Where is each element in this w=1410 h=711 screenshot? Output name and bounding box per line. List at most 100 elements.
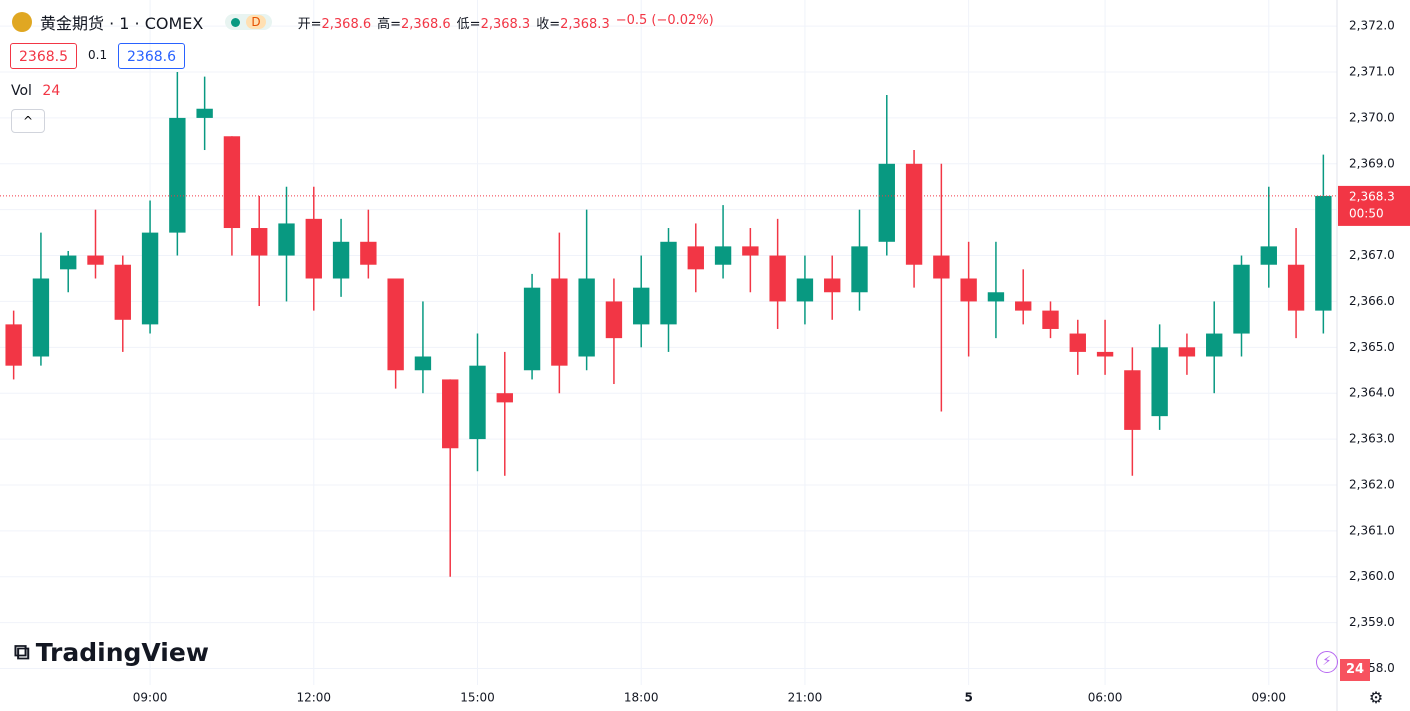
x-tick-label: 21:00 bbox=[788, 691, 823, 705]
candle-body bbox=[32, 278, 50, 357]
candle-body bbox=[878, 163, 895, 242]
last-price-label: 2,368.3 bbox=[1349, 189, 1395, 203]
candle-body bbox=[87, 255, 104, 265]
last-price-tag bbox=[1338, 185, 1410, 226]
candle-body bbox=[442, 379, 459, 449]
y-tick-label: 2,361.0 bbox=[1349, 523, 1395, 537]
candle-body bbox=[551, 278, 568, 366]
candle-body bbox=[960, 278, 977, 302]
y-tick-label: 2,363.0 bbox=[1349, 432, 1395, 446]
candle-body bbox=[933, 255, 950, 279]
candle-body bbox=[1287, 264, 1305, 311]
bid-price[interactable]: 2368.5 bbox=[10, 43, 77, 69]
legend-label: 收= bbox=[536, 16, 561, 32]
x-tick-label: 15:00 bbox=[460, 691, 495, 705]
candle-body bbox=[5, 324, 22, 366]
candle-body bbox=[769, 255, 786, 302]
candle-body bbox=[824, 278, 841, 293]
y-tick-label: 2,369.0 bbox=[1349, 156, 1395, 170]
symbol-logo bbox=[12, 12, 32, 32]
status-dot bbox=[231, 17, 241, 27]
interval: D bbox=[246, 15, 266, 29]
legend-item: 高=2,368.6 bbox=[377, 13, 451, 32]
legend-label: 高= bbox=[377, 16, 402, 32]
candle-body bbox=[1015, 301, 1032, 311]
candle-body bbox=[60, 255, 77, 270]
candle-body bbox=[1151, 347, 1168, 417]
candle-body bbox=[251, 228, 268, 256]
y-tick-label: 2,362.0 bbox=[1349, 477, 1395, 491]
y-tick-label: 2,371.0 bbox=[1349, 65, 1395, 79]
ohlc-legend: 开=2,368.6 高=2,368.6 低=2,368.3 收=2,368.3 −0.5… bbox=[298, 13, 714, 32]
legend-item: 低=2,368.3 bbox=[457, 13, 531, 32]
candle-body bbox=[1206, 333, 1223, 357]
watermark: ⧉ TradingView bbox=[14, 638, 209, 667]
symbol-header: 黄金期货 · 1 · COMEX D 开=2,368.6 高=2,368.6 低=2… bbox=[12, 10, 714, 34]
x-tick-label: 18:00 bbox=[624, 691, 659, 705]
ask-price[interactable]: 2368.6 bbox=[118, 43, 185, 69]
candle-body bbox=[796, 278, 814, 302]
interval-badge[interactable]: D bbox=[225, 14, 272, 30]
candle-body bbox=[360, 241, 377, 265]
candle-body bbox=[1096, 351, 1114, 357]
volume-legend: Vol 24 bbox=[11, 83, 60, 99]
y-tick-label: 2,359.0 bbox=[1349, 615, 1395, 629]
candle-body bbox=[278, 223, 295, 256]
candle-body bbox=[1178, 347, 1196, 357]
candle-body bbox=[496, 393, 513, 403]
candle-body bbox=[169, 117, 186, 233]
y-tick-label: 2,364.0 bbox=[1349, 386, 1395, 400]
candle-body bbox=[1042, 310, 1059, 329]
candle-body bbox=[196, 108, 213, 118]
collapse-button[interactable]: ^ bbox=[11, 109, 45, 133]
legend-value: 2,368.3 bbox=[480, 16, 531, 32]
settings-icon[interactable]: ⚙ bbox=[1368, 688, 1384, 707]
spread: 0.1 bbox=[88, 48, 108, 62]
y-tick-label: 2,372.0 bbox=[1349, 19, 1395, 33]
countdown: 00:50 bbox=[1349, 206, 1384, 220]
candle-body bbox=[714, 246, 732, 265]
x-tick-label: 06:00 bbox=[1088, 691, 1123, 705]
candle-body bbox=[1233, 264, 1250, 334]
candle-body bbox=[469, 365, 486, 440]
x-tick-label: 12:00 bbox=[296, 691, 331, 705]
alert-icon[interactable]: ⚡ bbox=[1316, 651, 1338, 673]
y-tick-label: 2,370.0 bbox=[1349, 110, 1395, 124]
candle-body bbox=[1124, 370, 1141, 430]
symbol-title[interactable]: 黄金期货 · 1 · COMEX bbox=[40, 14, 204, 33]
x-tick-label: 09:00 bbox=[133, 691, 168, 705]
legend-value: 2,368.6 bbox=[321, 16, 372, 32]
legend-label: 低= bbox=[456, 16, 481, 32]
legend-label: 开= bbox=[297, 16, 322, 32]
y-tick-label: 2,360.0 bbox=[1349, 569, 1395, 583]
watermark-text: TradingView bbox=[35, 638, 209, 667]
x-tick-label: 09:00 bbox=[1251, 691, 1286, 705]
legend-item: 收=2,368.3 bbox=[536, 13, 610, 32]
legend-item: 开=2,368.6 bbox=[298, 13, 372, 32]
volume-badge: 24 bbox=[1340, 659, 1370, 681]
volume-value: 24 bbox=[42, 83, 61, 99]
watermark-logo: ⧉ bbox=[14, 640, 30, 665]
candle-body bbox=[414, 356, 432, 371]
candle-body bbox=[387, 278, 404, 371]
candle-body bbox=[687, 246, 704, 270]
x-tick-label: 5 bbox=[964, 691, 972, 705]
candle-body bbox=[1315, 195, 1332, 311]
volume-label: Vol bbox=[11, 83, 32, 99]
candle-body bbox=[605, 301, 623, 339]
legend-value: 2,368.6 bbox=[401, 16, 451, 32]
candle-body bbox=[141, 232, 159, 325]
candle-body bbox=[578, 278, 595, 357]
candle-body bbox=[223, 136, 241, 229]
y-tick-label: 2,366.0 bbox=[1349, 294, 1395, 308]
candle-body bbox=[1260, 246, 1277, 265]
candle-body bbox=[742, 246, 759, 256]
y-tick-label: 2,365.0 bbox=[1349, 340, 1395, 354]
legend-change: −0.5 (−0.02%) bbox=[615, 12, 714, 28]
candle-body bbox=[114, 264, 131, 320]
candle-body bbox=[305, 218, 322, 279]
legend-value: 2,368.3 bbox=[560, 16, 610, 32]
candle-body bbox=[1069, 333, 1086, 352]
